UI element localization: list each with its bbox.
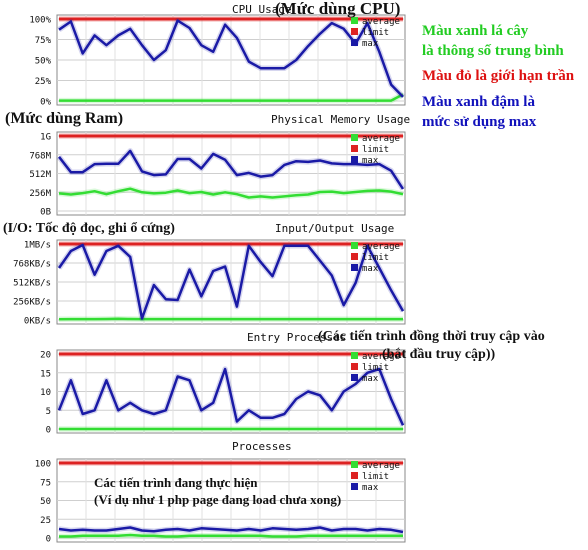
legend-swatch-max — [351, 374, 358, 381]
legend-swatch-average — [351, 461, 358, 468]
y-tick-label: 100 — [35, 460, 51, 470]
chart-title: Entry Processes — [247, 331, 346, 344]
chart-annotation: (Mức dùng CPU) — [275, 0, 400, 18]
chart-annotation-line2: (Ví dụ như 1 php page đang load chưa xon… — [94, 492, 341, 507]
legend-swatch-limit — [351, 28, 358, 35]
y-tick-label: 1MB/s — [24, 241, 51, 251]
y-tick-label: 768KB/s — [13, 260, 51, 270]
legend-swatch-limit — [351, 253, 358, 260]
chart-annotation: (Các tiến trình đồng thời truy cập vào — [318, 329, 545, 344]
series-line-max — [57, 367, 405, 426]
legend-swatch-average — [351, 17, 358, 24]
legend-swatch-average — [351, 134, 358, 141]
legend-swatch-limit — [351, 145, 358, 152]
legend-swatch-average — [351, 242, 358, 249]
y-tick-label: 512KB/s — [13, 279, 51, 289]
legend-swatch-max — [351, 156, 358, 163]
legend-label: max — [362, 264, 379, 274]
chart-annotation-line2: (bắt đầu truy cập)) — [382, 347, 496, 362]
legend-swatch-max — [351, 483, 358, 490]
legend-label: average — [362, 134, 400, 144]
chart-title: Processes — [232, 440, 292, 453]
series-line-average — [58, 317, 403, 321]
y-tick-label: 75 — [40, 478, 51, 488]
legend-label: average — [362, 17, 400, 27]
y-tick-label: 1G — [40, 133, 51, 143]
y-tick-label: 50% — [35, 57, 52, 67]
side-note-green_note: là thông số trung bình — [422, 43, 564, 59]
y-tick-label: 0% — [40, 98, 51, 108]
series-line-max — [58, 19, 404, 98]
side-note-red_note: Màu đỏ là giới hạn trần — [422, 68, 575, 84]
series-line-max — [58, 526, 404, 534]
side-note-green_note: Màu xanh lá cây — [422, 23, 529, 39]
y-tick-label: 75% — [35, 36, 52, 46]
y-tick-label: 50 — [40, 497, 51, 507]
y-tick-label: 20 — [40, 351, 51, 361]
y-tick-label: 768M — [29, 151, 51, 161]
chart-title: Input/Output Usage — [275, 222, 394, 235]
legend-label: max — [362, 39, 379, 49]
chart-annotation: Các tiến trình đang thực hiện — [94, 475, 258, 490]
legend-label: limit — [362, 145, 389, 155]
legend-swatch-max — [351, 39, 358, 46]
y-tick-label: 0B — [40, 208, 51, 218]
y-tick-label: 5 — [46, 407, 51, 417]
chart-annotation: (Mức dùng Ram) — [5, 110, 123, 127]
legend-label: limit — [362, 28, 389, 38]
legend-label: average — [362, 352, 400, 362]
y-tick-label: 256M — [29, 189, 51, 199]
y-tick-label: 10 — [40, 388, 51, 398]
legend-label: limit — [362, 472, 389, 482]
series-line-max — [57, 243, 405, 320]
legend-swatch-max — [351, 264, 358, 271]
y-tick-label: 512M — [29, 170, 51, 180]
y-tick-label: 256KB/s — [13, 298, 51, 308]
legend-label: average — [362, 461, 400, 471]
series-line-average — [59, 533, 403, 538]
y-tick-label: 15 — [40, 369, 51, 379]
legend-swatch-limit — [351, 363, 358, 370]
y-tick-label: 0KB/s — [24, 317, 51, 327]
chart-annotation: (I/O: Tốc độ đọc, ghi ổ cứng) — [3, 221, 175, 236]
legend-swatch-average — [351, 352, 358, 359]
y-tick-label: 25 — [40, 516, 51, 526]
y-tick-label: 0 — [46, 535, 51, 545]
legend-swatch-limit — [351, 472, 358, 479]
legend-label: average — [362, 242, 400, 252]
y-tick-label: 25% — [35, 77, 52, 87]
legend-label: max — [362, 483, 379, 493]
series-line-average — [58, 187, 404, 199]
y-tick-label: 0 — [46, 426, 51, 436]
legend-label: max — [362, 156, 379, 166]
side-note-blue_note: Màu xanh đậm là — [422, 94, 535, 110]
series-line-average — [59, 93, 404, 102]
y-tick-label: 100% — [29, 16, 51, 26]
legend-label: limit — [362, 363, 389, 373]
chart-title: Physical Memory Usage — [271, 113, 410, 126]
legend-label: max — [362, 374, 379, 384]
chart-title: CPU Usage — [232, 3, 292, 16]
legend-label: limit — [362, 253, 389, 263]
side-note-blue_note: mức sử dụng max — [422, 114, 537, 130]
series-line-max — [58, 149, 405, 190]
